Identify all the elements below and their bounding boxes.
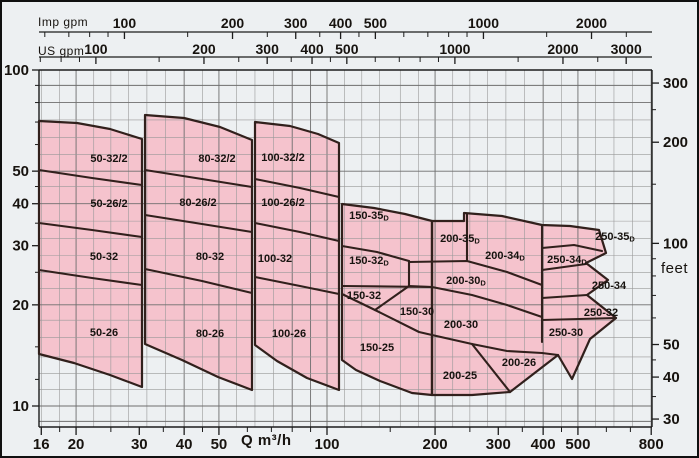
region-label-50-32-2: 50-32/2	[90, 153, 127, 165]
region-boundary	[143, 267, 254, 295]
us-gpm-axis-label: US gpm	[38, 44, 85, 58]
imp-tick-label: 1000	[468, 15, 499, 31]
imp-tick-label: 500	[364, 15, 388, 31]
bottom-tick-label: 20	[68, 436, 85, 453]
region-fill-200-250	[432, 213, 616, 395]
bottom-tick-label: 50	[211, 436, 228, 453]
region-label-150-32-D: 150-32D	[349, 255, 389, 268]
region-outline-150	[340, 202, 434, 397]
bottom-tick-label: 800	[639, 436, 664, 453]
bottom-tick-label: 40	[176, 436, 193, 453]
region-label-80-32: 80-32	[196, 251, 224, 263]
region-label-250-34-D: 250-34D	[547, 254, 587, 267]
imp-tick-label: 300	[284, 15, 308, 31]
region-label-200-30: 200-30	[444, 319, 478, 331]
us-tick-label: 3000	[611, 41, 642, 57]
imp-tick-label: 2000	[576, 15, 607, 31]
right-tick-label: 40	[663, 369, 680, 386]
us-tick-label: 200	[192, 41, 216, 57]
region-outline-50	[37, 119, 144, 389]
region-label-50-26-2: 50-26/2	[90, 198, 127, 210]
region-label-50-26: 50-26	[90, 327, 118, 339]
region-label-200-34-D: 200-34D	[485, 250, 525, 263]
region-boundary	[540, 293, 589, 300]
left-tick-label: 100	[4, 62, 29, 79]
region-fill-150	[342, 204, 432, 395]
region-boundary	[430, 333, 560, 357]
region-label-80-26: 80-26	[196, 328, 224, 340]
region-boundary	[143, 168, 254, 189]
region-boundary	[340, 244, 411, 263]
bottom-tick-label: 500	[565, 436, 590, 453]
region-label-250-30: 250-30	[549, 327, 583, 339]
right-tick-label: 200	[663, 134, 688, 151]
region-label-250-34: 250-34	[592, 280, 627, 292]
region-boundary	[540, 262, 588, 272]
region-boundary	[253, 177, 341, 199]
us-tick-label: 400	[300, 41, 324, 57]
region-boundary	[37, 168, 144, 187]
bottom-tick-label: 300	[486, 436, 511, 453]
us-tick-label: 100	[84, 41, 108, 57]
feet-axis-label: feet	[661, 260, 689, 277]
region-label-250-32: 250-32	[584, 307, 618, 319]
us-tick-label: 300	[256, 41, 280, 57]
left-tick-label: 30	[12, 238, 29, 255]
imp-tick-label: 100	[113, 15, 137, 31]
right-tick-label: 100	[663, 235, 688, 252]
bottom-tick-label: 100	[314, 436, 339, 453]
region-boundary	[340, 292, 434, 337]
left-tick-label: 20	[12, 297, 29, 314]
region-label-100-32: 100-32	[258, 253, 292, 265]
region-boundary	[37, 221, 144, 239]
region-boundary	[407, 259, 544, 287]
us-tick-label: 1000	[439, 41, 470, 57]
region-label-200-35-D: 200-35D	[440, 233, 480, 246]
bottom-tick-label: 16	[33, 436, 50, 453]
right-tick-label: 50	[663, 337, 680, 354]
imp-gpm-axis-label: Imp gpm	[38, 15, 89, 29]
region-label-150-35-D: 150-35D	[349, 210, 389, 223]
region-label-100-26: 100-26	[272, 328, 306, 340]
region-label-200-26: 200-26	[502, 357, 536, 369]
region-label-200-25: 200-25	[443, 370, 477, 382]
region-boundary	[253, 275, 341, 296]
bottom-tick-label: 30	[131, 436, 148, 453]
region-label-100-32-2: 100-32/2	[261, 152, 304, 164]
us-tick-label: 2000	[547, 41, 578, 57]
bottom-tick-label: 400	[531, 436, 556, 453]
left-tick-label: 50	[12, 163, 29, 180]
right-tick-label: 300	[663, 75, 688, 92]
region-label-80-26-2: 80-26/2	[179, 197, 216, 209]
flow-axis-unit-label: Q m³/h	[241, 432, 292, 449]
region-label-100-26-2: 100-26/2	[261, 197, 304, 209]
right-tick-label: 30	[663, 411, 680, 428]
region-outline-100	[253, 120, 341, 392]
region-label-150-32: 150-32	[347, 290, 381, 302]
region-boundary	[540, 316, 618, 322]
region-boundary	[253, 221, 341, 243]
left-tick-label: 40	[12, 196, 29, 213]
region-label-200-30-D: 200-30D	[446, 275, 486, 288]
imp-tick-label: 200	[221, 15, 245, 31]
region-boundary	[373, 284, 411, 312]
region-label-250-35-D: 250-35D	[595, 231, 635, 244]
region-label-150-30: 150-30	[400, 306, 434, 318]
region-boundary	[540, 243, 604, 253]
imp-tick-label: 400	[329, 15, 353, 31]
region-boundary	[37, 268, 144, 287]
region-label-80-32-2: 80-32/2	[198, 153, 235, 165]
left-tick-label: 10	[12, 398, 29, 415]
region-boundary	[470, 342, 512, 394]
us-tick-label: 500	[335, 41, 359, 57]
region-label-50-32: 50-32	[90, 251, 118, 263]
region-label-150-25: 150-25	[360, 342, 394, 354]
region-boundary	[407, 284, 544, 319]
bottom-tick-label: 200	[423, 436, 448, 453]
region-boundary	[143, 213, 254, 234]
region-outline-80	[143, 113, 254, 392]
